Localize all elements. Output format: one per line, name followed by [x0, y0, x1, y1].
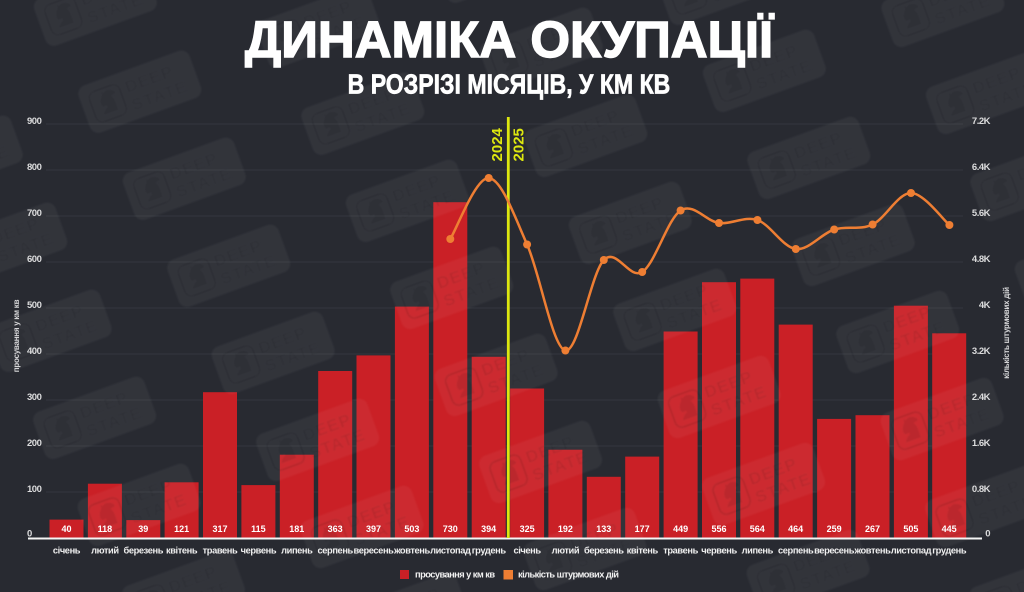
svg-text:2025: 2025 — [511, 128, 528, 161]
svg-text:березень: березень — [124, 546, 164, 556]
svg-text:5.6K: 5.6K — [972, 208, 991, 219]
svg-text:січень: січень — [53, 546, 81, 556]
svg-text:4.8K: 4.8K — [972, 254, 991, 265]
svg-text:кількість штурмових дій: кількість штурмових дій — [518, 570, 619, 580]
svg-text:267: 267 — [865, 524, 880, 534]
svg-text:лютий: лютий — [91, 546, 119, 556]
svg-text:0: 0 — [985, 529, 990, 540]
svg-text:0.8K: 0.8K — [972, 484, 991, 495]
svg-text:300: 300 — [27, 392, 42, 403]
svg-text:200: 200 — [27, 438, 42, 449]
svg-text:564: 564 — [750, 524, 765, 534]
svg-text:липень: липень — [281, 546, 313, 556]
svg-text:жовтень: жовтень — [854, 546, 892, 556]
svg-text:квітень: квітень — [166, 546, 198, 556]
svg-text:40: 40 — [61, 524, 71, 534]
svg-text:6.4K: 6.4K — [972, 162, 991, 173]
svg-text:397: 397 — [366, 524, 381, 534]
svg-text:100: 100 — [27, 484, 42, 495]
svg-text:39: 39 — [138, 524, 148, 534]
svg-text:просування у км кв: просування у км кв — [415, 570, 495, 580]
svg-text:1.6K: 1.6K — [972, 438, 991, 449]
svg-text:192: 192 — [558, 524, 573, 534]
svg-text:177: 177 — [635, 524, 650, 534]
svg-text:400: 400 — [27, 346, 42, 357]
svg-text:3.2K: 3.2K — [972, 346, 991, 357]
svg-text:ДИНАМІКА ОКУПАЦІЇ: ДИНАМІКА ОКУПАЦІЇ — [245, 11, 775, 68]
svg-text:травень: травень — [203, 546, 238, 556]
svg-text:вересень: вересень — [354, 546, 395, 556]
svg-text:556: 556 — [711, 524, 726, 534]
svg-text:730: 730 — [443, 524, 458, 534]
svg-text:серпень: серпень — [778, 546, 814, 556]
svg-text:листопад: листопад — [430, 546, 471, 556]
svg-text:115: 115 — [251, 524, 266, 534]
svg-text:505: 505 — [903, 524, 918, 534]
svg-text:121: 121 — [174, 524, 189, 534]
svg-text:грудень: грудень — [472, 546, 507, 556]
svg-text:500: 500 — [27, 300, 42, 311]
svg-text:листопад: листопад — [891, 546, 932, 556]
svg-text:2024: 2024 — [489, 127, 506, 161]
svg-text:жовтень: жовтень — [393, 546, 431, 556]
svg-text:259: 259 — [827, 524, 842, 534]
svg-text:травень: травень — [663, 546, 698, 556]
svg-text:березень: березень — [584, 546, 624, 556]
svg-text:2.4K: 2.4K — [972, 392, 991, 403]
svg-text:В РОЗРІЗІ МІСЯЦІВ, У КМ КВ: В РОЗРІЗІ МІСЯЦІВ, У КМ КВ — [348, 70, 671, 101]
svg-text:червень: червень — [701, 546, 737, 556]
svg-text:325: 325 — [520, 524, 535, 534]
svg-text:січень: січень — [513, 546, 541, 556]
svg-text:вересень: вересень — [814, 546, 855, 556]
svg-text:464: 464 — [788, 524, 803, 534]
svg-text:0: 0 — [27, 529, 32, 540]
svg-text:600: 600 — [27, 254, 42, 265]
svg-text:503: 503 — [404, 524, 419, 534]
svg-text:118: 118 — [98, 524, 113, 534]
svg-text:просування у км кв: просування у км кв — [12, 299, 21, 372]
svg-text:4K: 4K — [979, 300, 991, 311]
svg-text:445: 445 — [942, 524, 957, 534]
svg-text:квітень: квітень — [627, 546, 659, 556]
svg-text:7.2K: 7.2K — [972, 116, 991, 127]
svg-text:кількість штурмових дій: кількість штурмових дій — [1002, 287, 1011, 379]
svg-text:лютий: лютий — [552, 546, 580, 556]
svg-text:394: 394 — [481, 524, 496, 534]
svg-text:800: 800 — [27, 162, 42, 173]
svg-text:700: 700 — [27, 208, 42, 219]
svg-text:133: 133 — [596, 524, 611, 534]
svg-text:900: 900 — [27, 116, 42, 127]
svg-text:грудень: грудень — [932, 546, 967, 556]
svg-text:липень: липень — [742, 546, 774, 556]
svg-text:181: 181 — [289, 524, 304, 534]
svg-text:363: 363 — [328, 524, 343, 534]
svg-text:317: 317 — [212, 524, 227, 534]
svg-text:серпень: серпень — [318, 546, 354, 556]
svg-text:449: 449 — [673, 524, 688, 534]
svg-text:червень: червень — [241, 546, 277, 556]
